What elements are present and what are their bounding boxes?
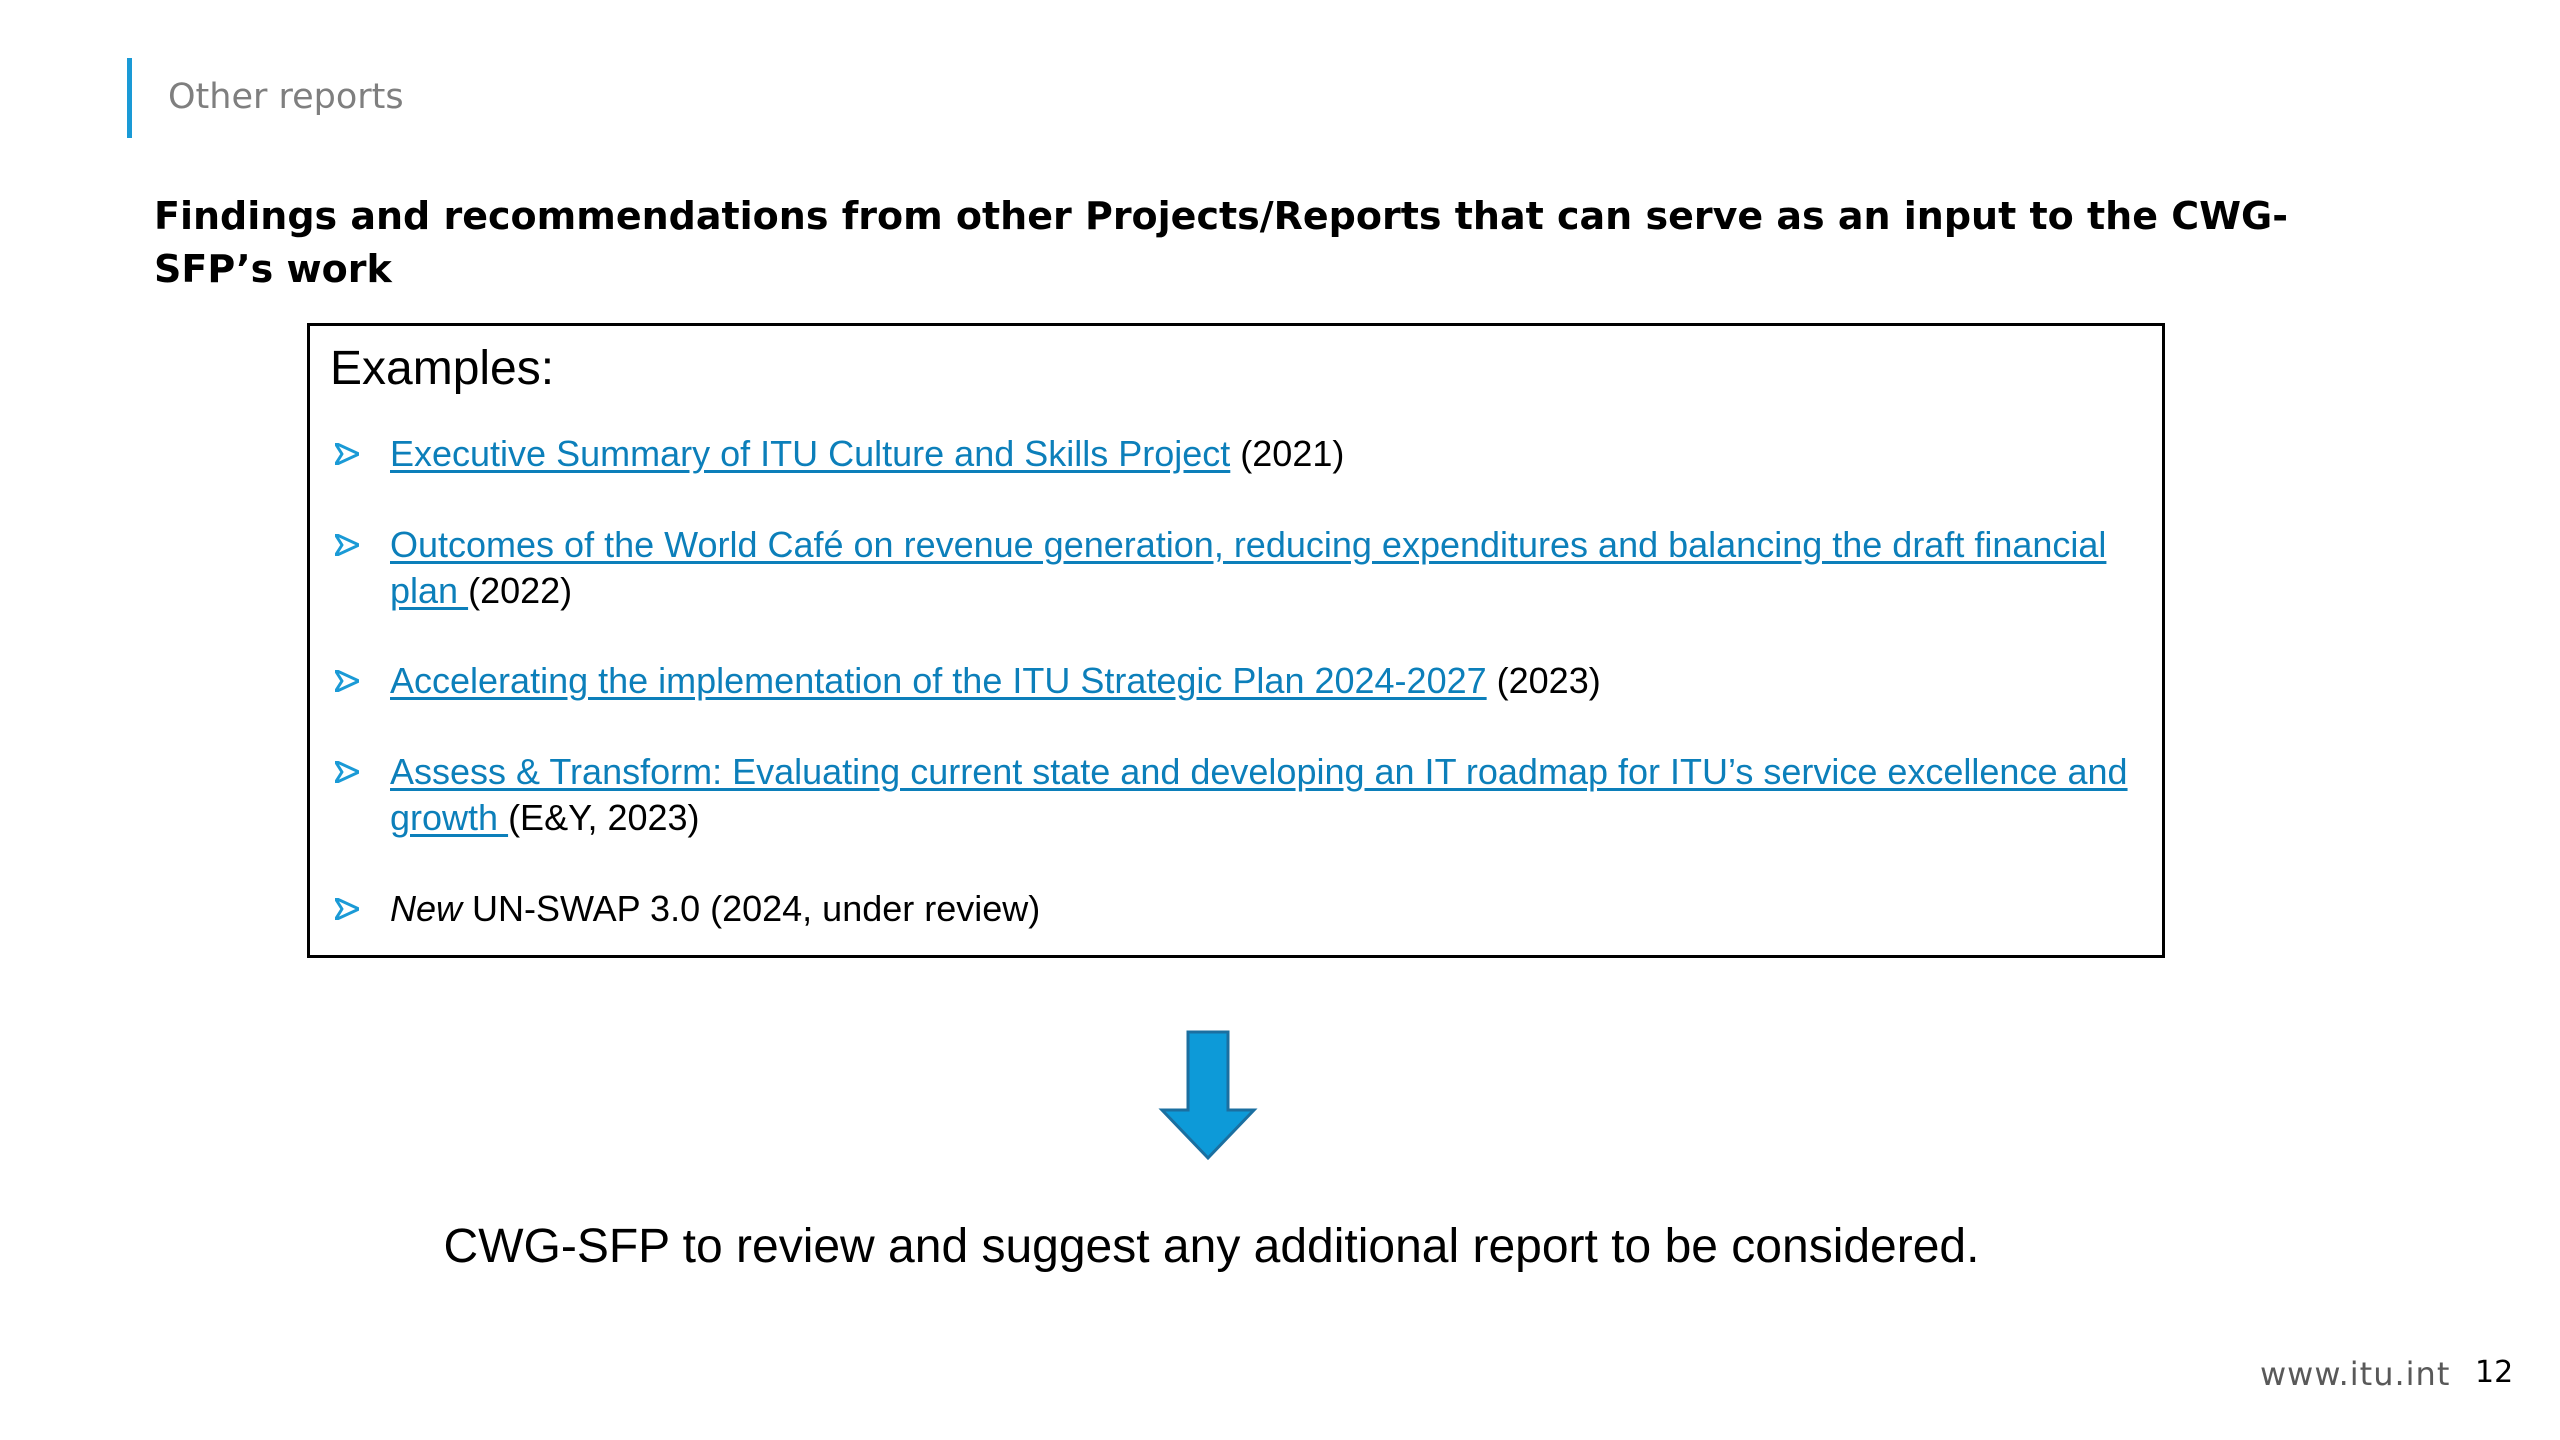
list-item-text: Outcomes of the World Café on revenue ge…: [390, 522, 2140, 614]
report-year: (2022): [468, 570, 573, 611]
report-link-culture-skills[interactable]: Executive Summary of ITU Culture and Ski…: [390, 433, 1231, 474]
list-item-text: Assess & Transform: Evaluating current s…: [390, 749, 2140, 841]
list-item: Assess & Transform: Evaluating current s…: [330, 749, 2140, 841]
section-label: Other reports: [168, 77, 404, 117]
list-item: Accelerating the implementation of the I…: [330, 658, 2140, 704]
list-item-text: Accelerating the implementation of the I…: [390, 658, 2140, 704]
list-item: New UN-SWAP 3.0 (2024, under review): [330, 886, 2140, 932]
list-item-text: New UN-SWAP 3.0 (2024, under review): [390, 886, 2140, 932]
report-link-world-cafe[interactable]: Outcomes of the World Café on revenue ge…: [390, 524, 2107, 611]
report-link-assess-transform[interactable]: Assess & Transform: Evaluating current s…: [390, 751, 2128, 838]
report-title-un-swap: UN-SWAP 3.0 (2024, under review): [462, 888, 1041, 929]
arrowhead-bullet-icon: [335, 658, 365, 704]
report-year: (2021): [1230, 433, 1345, 474]
footer-url[interactable]: www.itu.int: [2260, 1355, 2451, 1393]
arrowhead-bullet-icon: [335, 431, 365, 477]
new-tag: New: [390, 888, 463, 929]
down-arrow-icon: [1158, 1030, 1258, 1162]
examples-box: Examples: Executive Summary of ITU Cultu…: [307, 323, 2165, 958]
list-item-text: Executive Summary of ITU Culture and Ski…: [390, 431, 2140, 477]
arrowhead-bullet-icon: [335, 886, 365, 932]
report-year: (2023): [1486, 660, 1601, 701]
arrowhead-bullet-icon: [335, 522, 365, 568]
report-year: (E&Y, 2023): [508, 797, 700, 838]
arrowhead-bullet-icon: [335, 749, 365, 795]
examples-heading: Examples:: [330, 342, 555, 395]
page-title: Findings and recommendations from other …: [154, 194, 2288, 291]
section-accent-bar: [127, 58, 132, 138]
conclusion-text: CWG-SFP to review and suggest any additi…: [443, 1220, 1980, 1273]
list-item: Outcomes of the World Café on revenue ge…: [330, 522, 2140, 614]
page-number: 12: [2475, 1355, 2514, 1390]
report-link-strategic-plan[interactable]: Accelerating the implementation of the I…: [390, 660, 1487, 701]
list-item: Executive Summary of ITU Culture and Ski…: [330, 431, 2140, 477]
